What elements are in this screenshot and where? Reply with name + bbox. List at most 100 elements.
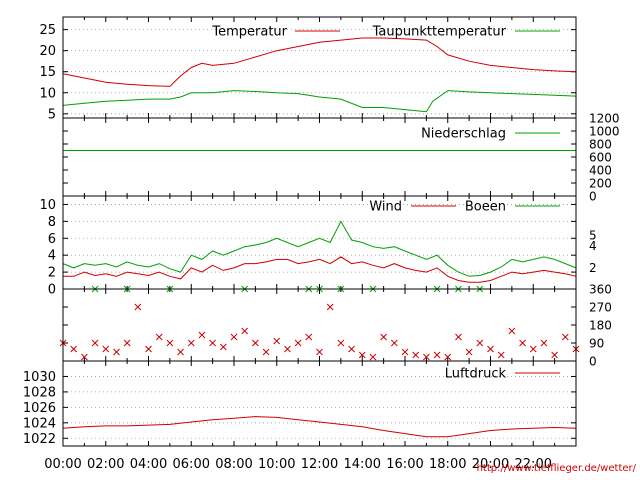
- marker-stroke: [219, 343, 227, 351]
- legend-label: Temperatur: [211, 25, 287, 40]
- marker-stroke: [316, 348, 323, 356]
- marker-stroke: [348, 345, 355, 353]
- series-line-taupunkttemperatur: [62, 90, 577, 113]
- marker-windrichtung: [412, 351, 420, 359]
- y2-tick-label: 0: [589, 355, 597, 369]
- marker-windrichtung: [540, 339, 548, 347]
- marker-stroke: [155, 333, 163, 341]
- y2-tick-label: 400: [589, 164, 612, 178]
- x-tick-label: 12:00: [301, 457, 338, 472]
- y-tick-label: 8: [48, 215, 56, 230]
- marker-windrichtung: [134, 303, 142, 311]
- y-tick-label: 25: [39, 23, 56, 38]
- y2-tick-label: 5: [589, 228, 597, 242]
- x-tick-label: 02:00: [87, 457, 124, 472]
- marker-windrichtung: [241, 327, 249, 335]
- marker-stroke: [113, 348, 120, 356]
- marker-stroke: [390, 339, 398, 347]
- marker-windrichtung: [369, 353, 377, 361]
- marker-windrichtung: [465, 348, 473, 356]
- marker-windrichtung: [177, 348, 184, 356]
- marker-windrichtung: [476, 339, 484, 347]
- marker-windrichtung: [348, 345, 355, 353]
- y-tick-label: 15: [39, 65, 56, 80]
- marker-stroke: [198, 331, 206, 339]
- x-tick-label: 00:00: [44, 457, 81, 472]
- marker-windrichtung: [508, 327, 516, 335]
- y2-tick-label: 90: [589, 337, 604, 351]
- marker-windrichtung: [519, 339, 526, 347]
- marker-stroke: [81, 353, 88, 361]
- marker-windrichtung: [284, 345, 291, 353]
- y2-tick-label: 4: [589, 239, 597, 253]
- legend-label: Luftdruck: [445, 367, 507, 382]
- y-tick-label: 1026: [23, 401, 56, 416]
- series-line-luftdruck: [62, 416, 577, 438]
- marker-windrichtung: [70, 345, 78, 353]
- marker-windrichtung: [551, 351, 558, 359]
- marker-stroke: [252, 339, 259, 347]
- marker-stroke: [369, 353, 377, 361]
- y2-tick-label: 360: [589, 283, 612, 297]
- marker-stroke: [273, 337, 281, 345]
- marker-stroke: [262, 348, 270, 356]
- marker-stroke: [358, 351, 366, 359]
- marker-windrichtung: [497, 351, 505, 359]
- y2-tick-label: 2: [589, 261, 597, 275]
- marker-stroke: [284, 345, 291, 353]
- y2-tick-label: 1200: [589, 112, 620, 126]
- marker-stroke: [305, 333, 313, 341]
- marker-windrichtung: [380, 333, 387, 341]
- y-tick-label: 10: [39, 198, 56, 213]
- y2-tick-label: 200: [589, 177, 612, 191]
- marker-stroke: [123, 339, 131, 347]
- marker-windrichtung: [219, 343, 227, 351]
- marker-windrichtung: [390, 339, 398, 347]
- marker-stroke: [326, 303, 334, 311]
- y-tick-label: 1024: [23, 416, 56, 431]
- marker-stroke: [455, 333, 462, 341]
- marker-windrichtung: [455, 333, 462, 341]
- marker-windrichtung: [444, 353, 452, 361]
- x-tick-label: 14:00: [344, 457, 381, 472]
- x-tick-label: 18:00: [429, 457, 466, 472]
- marker-windrichtung: [337, 339, 345, 347]
- source-url: http://www.tiefflieger.de/wetter/: [476, 463, 636, 474]
- marker-stroke: [487, 345, 494, 353]
- marker-stroke: [412, 351, 420, 359]
- marker-stroke: [294, 339, 302, 347]
- x-tick-label: 10:00: [258, 457, 295, 472]
- marker-windrichtung: [209, 339, 216, 347]
- marker-stroke: [497, 351, 505, 359]
- marker-stroke: [230, 333, 238, 341]
- marker-stroke: [209, 339, 216, 347]
- marker-windrichtung: [262, 348, 270, 356]
- y-tick-label: 1028: [23, 385, 56, 400]
- legend-label: Boeen: [465, 200, 506, 215]
- marker-stroke: [145, 345, 152, 353]
- marker-windrichtung: [155, 333, 163, 341]
- marker-stroke: [241, 327, 249, 335]
- x-tick-label: 20:00: [472, 457, 509, 472]
- marker-stroke: [91, 339, 99, 347]
- marker-windrichtung: [326, 303, 334, 311]
- y-tick-label: 6: [48, 232, 56, 247]
- legend-label: Niederschlag: [421, 127, 506, 142]
- marker-stroke: [444, 353, 452, 361]
- marker-windrichtung: [561, 333, 569, 341]
- marker-stroke: [102, 345, 110, 353]
- marker-windrichtung: [198, 331, 206, 339]
- marker-windrichtung: [273, 337, 281, 345]
- marker-windrichtung: [401, 348, 409, 356]
- legend-label: Taupunkttemperatur: [372, 25, 507, 40]
- marker-windrichtung: [145, 345, 152, 353]
- x-tick-label: 16:00: [386, 457, 423, 472]
- marker-stroke: [177, 348, 184, 356]
- marker-windrichtung: [252, 339, 259, 347]
- marker-stroke: [465, 348, 473, 356]
- y-tick-label: 2: [48, 266, 56, 281]
- marker-windrichtung: [487, 345, 494, 353]
- marker-stroke: [187, 339, 195, 347]
- marker-stroke: [337, 339, 345, 347]
